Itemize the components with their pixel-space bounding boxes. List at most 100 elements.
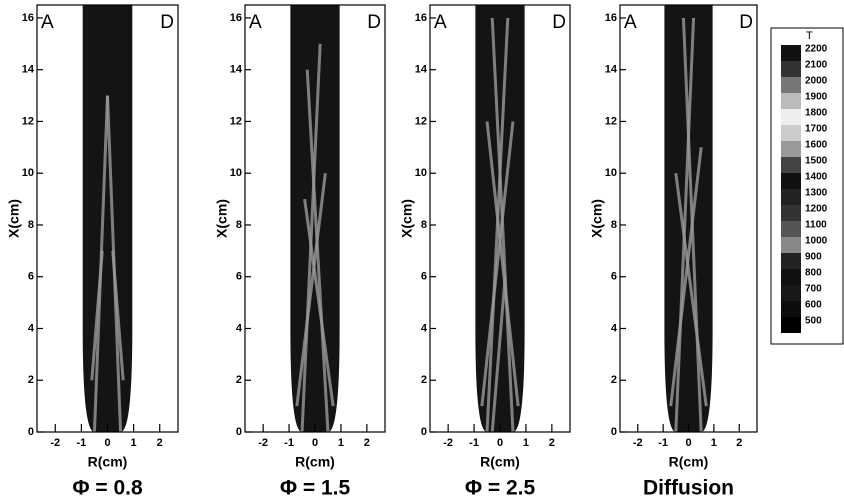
y-tick-label: 8	[421, 219, 427, 231]
y-tick-label: 6	[421, 271, 427, 283]
y-tick-label: 14	[415, 64, 428, 76]
y-tick-label: 4	[421, 322, 428, 334]
flame-field	[82, 5, 133, 432]
colorbar-label: 1700	[805, 124, 828, 135]
y-tick-label: 14	[605, 64, 618, 76]
colorbar-label: 600	[805, 300, 822, 311]
colorbar-swatch	[781, 205, 801, 221]
x-tick-label: 2	[364, 437, 370, 449]
flame-streak	[303, 198, 335, 407]
y-tick-label: 10	[230, 167, 242, 179]
x-tick-label: 1	[711, 437, 717, 449]
colorbar-swatch	[781, 125, 801, 141]
colorbar-swatch	[781, 317, 801, 333]
panel-subtitle: Φ = 2.5	[465, 477, 536, 500]
colorbar-swatch	[781, 45, 801, 61]
colorbar-swatch	[781, 61, 801, 77]
x-tick-label: -1	[658, 437, 668, 449]
flame-streak	[674, 17, 696, 433]
panel-subtitle: Φ = 0.8	[72, 477, 143, 500]
colorbar-swatch	[781, 173, 801, 189]
colorbar-swatch	[781, 109, 801, 125]
x-tick-label: 0	[104, 437, 110, 449]
y-tick-label: 4	[611, 322, 618, 334]
colorbar-label: 1800	[805, 108, 828, 119]
x-tick-label: 0	[497, 437, 503, 449]
colorbar-label: 1100	[805, 220, 827, 231]
y-axis-label: X(cm)	[6, 199, 22, 238]
y-axis-label: X(cm)	[399, 199, 415, 238]
colorbar-label: 500	[805, 316, 822, 327]
x-tick-label: 2	[157, 437, 163, 449]
annotation: D	[160, 12, 174, 33]
colorbar-label: 1600	[805, 140, 828, 151]
annotation: A	[624, 12, 637, 33]
y-tick-label: 16	[415, 12, 427, 24]
flame-streak	[90, 250, 104, 381]
x-tick-label: 1	[131, 437, 137, 449]
y-tick-label: 16	[605, 12, 617, 24]
colorbar-label: 800	[805, 268, 822, 279]
colorbar-label: 1500	[805, 156, 828, 167]
y-tick-label: 6	[611, 271, 617, 283]
x-tick-label: 2	[549, 437, 555, 449]
y-tick-label: 10	[605, 167, 617, 179]
colorbar-swatch	[781, 221, 801, 237]
colorbar-label: 700	[805, 284, 822, 295]
colorbar-label: 2200	[805, 44, 828, 55]
colorbar-label: 2000	[805, 76, 828, 87]
x-axis-label: R(cm)	[295, 454, 335, 470]
y-tick-label: 12	[605, 115, 617, 127]
colorbar-label: 1400	[805, 172, 828, 183]
annotation: A	[41, 12, 54, 33]
annotation: D	[367, 12, 381, 33]
x-tick-label: 2	[736, 437, 742, 449]
colorbar-label: 1300	[805, 188, 828, 199]
panel-subtitle: Diffusion	[643, 477, 734, 500]
colorbar-swatch	[781, 237, 801, 253]
annotation: D	[739, 12, 753, 33]
y-tick-label: 12	[230, 115, 242, 127]
flame-streak	[480, 121, 515, 407]
y-tick-label: 8	[28, 219, 34, 231]
x-tick-label: -2	[443, 437, 453, 449]
y-tick-label: 2	[611, 374, 617, 386]
colorbar-label: 1900	[805, 92, 828, 103]
flame-streak	[669, 147, 703, 407]
flame-streak	[305, 69, 330, 433]
x-tick-label: -2	[633, 437, 643, 449]
y-axis-label: X(cm)	[214, 199, 230, 238]
x-tick-label: -1	[76, 437, 86, 449]
x-tick-label: -2	[258, 437, 268, 449]
annotation: A	[249, 12, 262, 33]
colorbar-swatch	[781, 93, 801, 109]
colorbar-swatch	[781, 269, 801, 285]
y-tick-label: 2	[28, 374, 34, 386]
y-tick-label: 0	[421, 426, 427, 438]
panel-subtitle: Φ = 1.5	[280, 477, 351, 500]
x-tick-label: 1	[338, 437, 344, 449]
flame-field	[475, 5, 525, 432]
colorbar-label: 1200	[805, 204, 828, 215]
colorbar-swatch	[781, 285, 801, 301]
y-tick-label: 4	[28, 322, 35, 334]
x-tick-label: -1	[469, 437, 479, 449]
colorbar-swatch	[781, 77, 801, 93]
x-tick-label: -2	[50, 437, 60, 449]
x-tick-label: 0	[312, 437, 318, 449]
colorbar-swatch	[781, 189, 801, 205]
y-tick-label: 10	[415, 167, 427, 179]
y-tick-label: 10	[22, 167, 34, 179]
flame-field	[664, 5, 713, 432]
y-tick-label: 8	[236, 219, 242, 231]
colorbar-swatch	[781, 157, 801, 173]
y-tick-label: 14	[230, 64, 243, 76]
y-tick-label: 0	[28, 426, 34, 438]
colorbar-swatch	[781, 141, 801, 157]
colorbar-title: T	[806, 30, 813, 42]
y-tick-label: 4	[236, 322, 243, 334]
y-tick-label: 12	[415, 115, 427, 127]
flame-streak	[295, 173, 327, 407]
x-axis-label: R(cm)	[669, 454, 709, 470]
